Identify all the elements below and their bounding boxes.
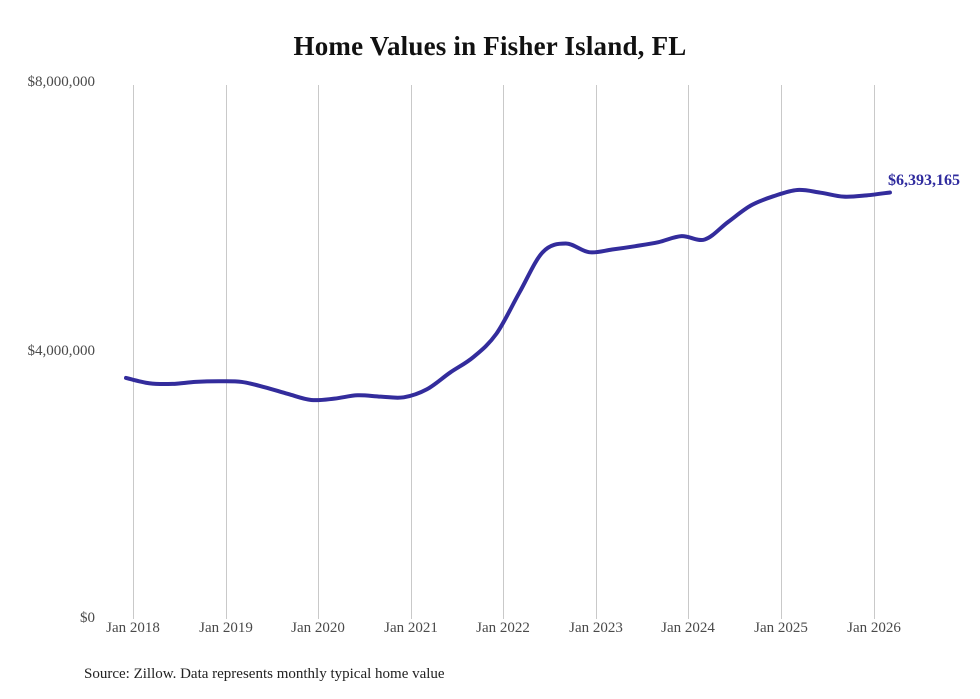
x-axis-tick-jan-2025: Jan 2025 [754,620,808,636]
x-axis-tick-jan-2021: Jan 2021 [384,620,438,636]
gridline-jan-2026 [874,85,875,619]
chart-title: Home Values in Fisher Island, FL [293,31,687,61]
gridline-jan-2024 [688,85,689,619]
y-axis-tick-4000000: $4,000,000 [27,343,96,359]
x-axis-tick-jan-2018: Jan 2018 [106,620,160,636]
x-axis-tick-jan-2022: Jan 2022 [476,620,530,636]
gridline-jan-2022 [503,85,504,619]
y-axis-tick-0: $0 [80,610,95,626]
source-footnote: Source: Zillow. Data represents monthly … [84,666,445,682]
gridline-jan-2023 [596,85,597,619]
gridline-jan-2025 [781,85,782,619]
x-axis-tick-jan-2020: Jan 2020 [291,620,345,636]
x-axis-tick-jan-2024: Jan 2024 [661,620,715,636]
y-axis-tick-8000000: $8,000,000 [27,74,96,90]
x-axis-tick-jan-2026: Jan 2026 [847,620,901,636]
home-value-line-series [124,187,892,403]
x-axis-tick-jan-2019: Jan 2019 [199,620,253,636]
gridline-jan-2018 [133,85,134,619]
gridline-jan-2021 [411,85,412,619]
gridline-jan-2020 [318,85,319,619]
end-value-annotation: $6,393,165 [888,172,960,189]
x-axis-tick-jan-2023: Jan 2023 [569,620,623,636]
gridline-jan-2019 [226,85,227,619]
